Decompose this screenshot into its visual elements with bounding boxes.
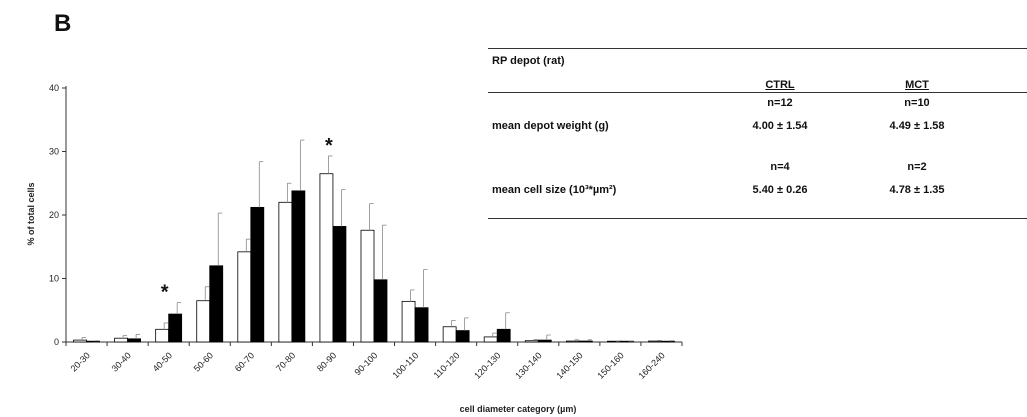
bar-filled (537, 339, 552, 343)
bar-filled (291, 190, 306, 343)
bar-open (524, 340, 539, 343)
bar-open (401, 300, 416, 343)
x-tick-label: 100-110 (391, 350, 421, 380)
bar-open (565, 340, 580, 343)
row1-value-mct: 4.49 ± 1.58 (889, 120, 945, 132)
x-tick-label: 30-40 (110, 350, 133, 373)
panel-label: B (54, 10, 72, 37)
bar-filled (373, 279, 388, 343)
significance-marks: ** (161, 135, 333, 304)
bar-open (155, 328, 170, 343)
chart-bars (73, 139, 675, 343)
row1-n-mct: n=10 (904, 97, 930, 109)
bar-filled (661, 340, 675, 343)
x-tick-label: 130-140 (513, 350, 543, 380)
bar-open (483, 336, 498, 343)
y-tick-label: 10 (49, 274, 59, 284)
bar-filled (250, 206, 265, 343)
x-tick-label: 80-90 (315, 350, 338, 373)
bar-open (319, 173, 334, 343)
bar-open (196, 300, 211, 343)
bar-chart: 0 10 20 30 40 20-30 30-40 40-50 50-60 60-70 70-80 8… (26, 83, 683, 414)
row2-n-mct: n=2 (907, 161, 927, 173)
bar-open (237, 251, 252, 343)
y-tick-label: 30 (49, 147, 59, 157)
bar-filled (332, 226, 347, 343)
bar-open (360, 229, 375, 343)
x-tick-label: 90-100 (353, 350, 380, 377)
row2-value-ctrl: 5.40 ± 0.26 (752, 184, 808, 196)
y-axis-label: % of total cells (26, 182, 36, 245)
x-tick-label: 150-160 (595, 350, 625, 380)
table-title: RP depot (rat) (492, 55, 565, 67)
y-tick-label: 20 (49, 210, 59, 220)
x-tick-label: 160-240 (636, 350, 666, 380)
x-tick-label: 120-130 (472, 350, 502, 380)
x-tick-label: 50-60 (192, 350, 215, 373)
bar-filled (86, 340, 100, 343)
bar-filled (620, 340, 634, 343)
row1-value-ctrl: 4.00 ± 1.54 (752, 120, 808, 132)
y-tick-label: 40 (49, 83, 59, 93)
table-bottom-rule (488, 218, 1027, 219)
bar-open (648, 340, 662, 343)
col-header-ctrl: CTRL (765, 79, 795, 91)
row2-label: mean cell size (10³*µm²) (492, 184, 617, 196)
x-tick-label: 60-70 (233, 350, 256, 373)
bar-filled (414, 307, 429, 343)
bar-open (442, 326, 457, 343)
x-tick-label: 110-120 (432, 350, 462, 380)
bar-open (73, 339, 87, 343)
bar-filled (127, 338, 141, 343)
row2-value-mct: 4.78 ± 1.35 (889, 184, 945, 196)
bar-open (114, 337, 128, 343)
row1-n-ctrl: n=12 (767, 97, 793, 109)
bar-filled (209, 265, 224, 343)
bar-open (278, 201, 293, 343)
row1-label: mean depot weight (g) (492, 120, 609, 132)
significance-star: * (161, 282, 169, 304)
x-tick-label: 70-80 (274, 350, 297, 373)
bar-filled (496, 328, 511, 343)
bar-filled (455, 330, 470, 343)
table-top-rule (488, 48, 1027, 49)
bar-filled (578, 340, 593, 343)
x-tick-label: 40-50 (151, 350, 174, 373)
col-header-mct: MCT (905, 79, 929, 91)
table-header-rule (488, 92, 1027, 93)
bar-filled (168, 313, 183, 343)
row2-n-ctrl: n=4 (770, 161, 790, 173)
x-tick-label: 140-150 (554, 350, 584, 380)
y-tick-label: 0 (54, 337, 59, 347)
x-tick-label: 20-30 (69, 350, 92, 373)
significance-star: * (325, 135, 333, 157)
x-axis-label: cell diameter category (µm) (460, 404, 577, 414)
